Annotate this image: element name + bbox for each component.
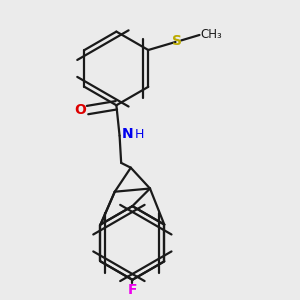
Text: S: S: [172, 34, 182, 48]
Text: CH₃: CH₃: [200, 28, 222, 41]
Text: N: N: [122, 127, 134, 141]
Text: O: O: [75, 103, 86, 117]
Text: F: F: [128, 283, 137, 297]
Text: H: H: [135, 128, 144, 141]
